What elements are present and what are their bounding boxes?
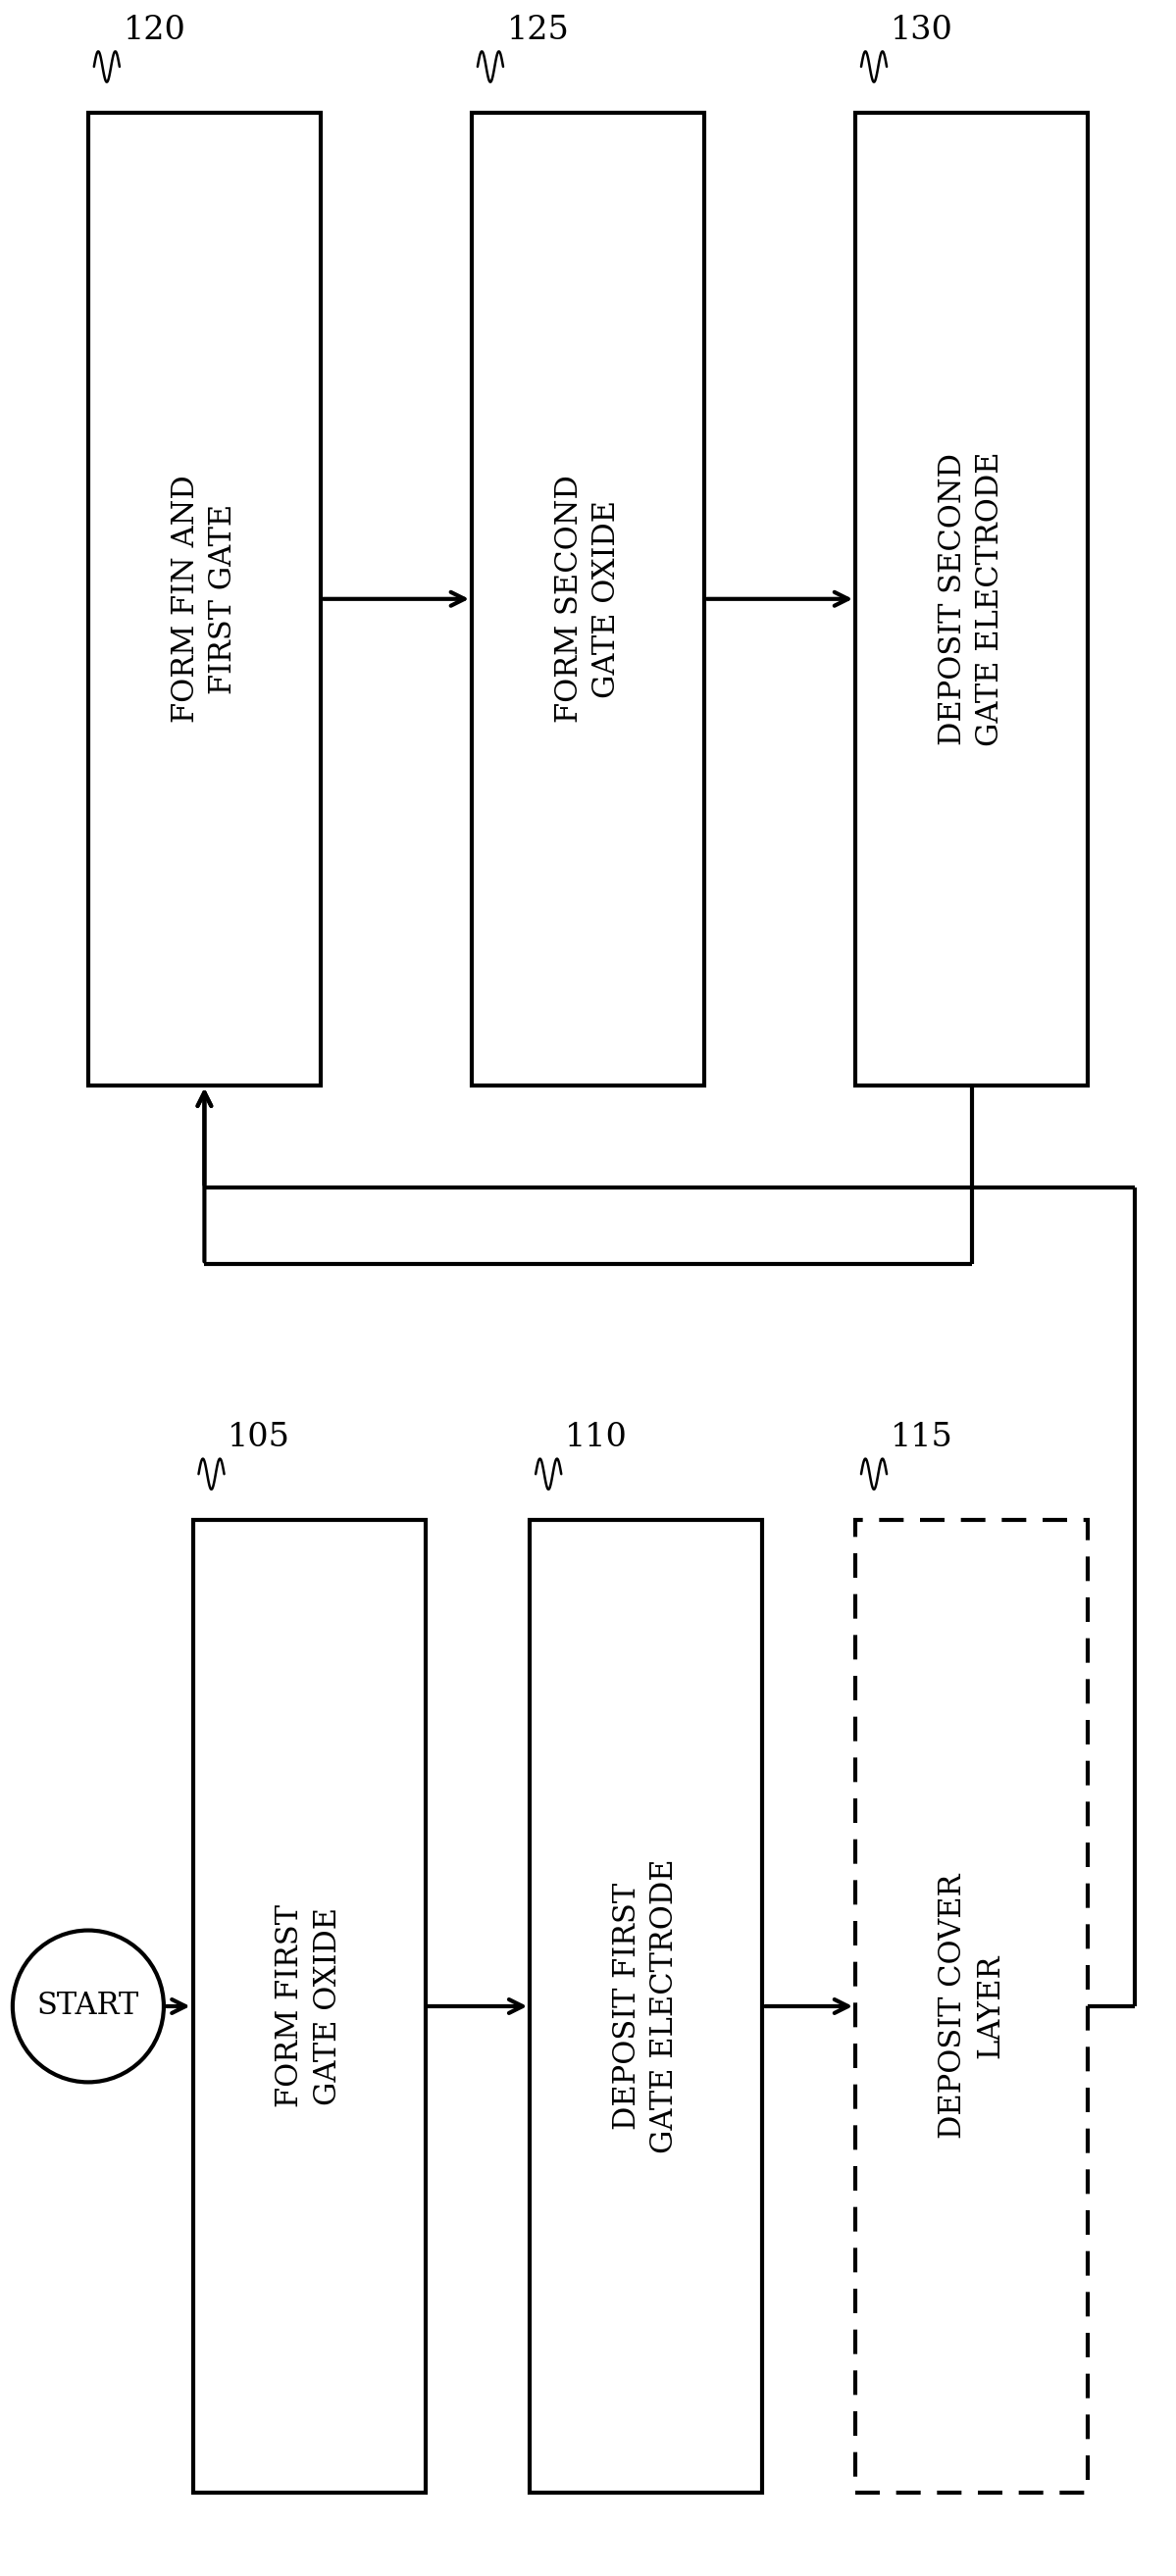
Bar: [193, 1520, 426, 2494]
Text: DEPOSIT SECOND
GATE ELECTRODE: DEPOSIT SECOND GATE ELECTRODE: [937, 451, 1005, 747]
Text: START: START: [38, 1991, 139, 2022]
Text: FORM FIRST
GATE OXIDE: FORM FIRST GATE OXIDE: [275, 1904, 343, 2107]
Text: 105: 105: [228, 1422, 290, 1453]
Ellipse shape: [13, 1929, 163, 2081]
Text: FORM FIN AND
FIRST GATE: FORM FIN AND FIRST GATE: [171, 474, 239, 724]
Text: 115: 115: [890, 1422, 953, 1453]
Text: DEPOSIT FIRST
GATE ELECTRODE: DEPOSIT FIRST GATE ELECTRODE: [613, 1860, 680, 2154]
Text: 120: 120: [123, 15, 186, 46]
Text: 125: 125: [507, 15, 569, 46]
Bar: [472, 113, 704, 1084]
Text: FORM SECOND
GATE OXIDE: FORM SECOND GATE OXIDE: [554, 474, 622, 724]
Text: 110: 110: [564, 1422, 628, 1453]
Bar: [88, 113, 321, 1084]
Bar: [530, 1520, 762, 2494]
Bar: [855, 1520, 1088, 2494]
Text: DEPOSIT COVER
LAYER: DEPOSIT COVER LAYER: [937, 1873, 1005, 2138]
Bar: [855, 113, 1088, 1084]
Text: 130: 130: [890, 15, 953, 46]
